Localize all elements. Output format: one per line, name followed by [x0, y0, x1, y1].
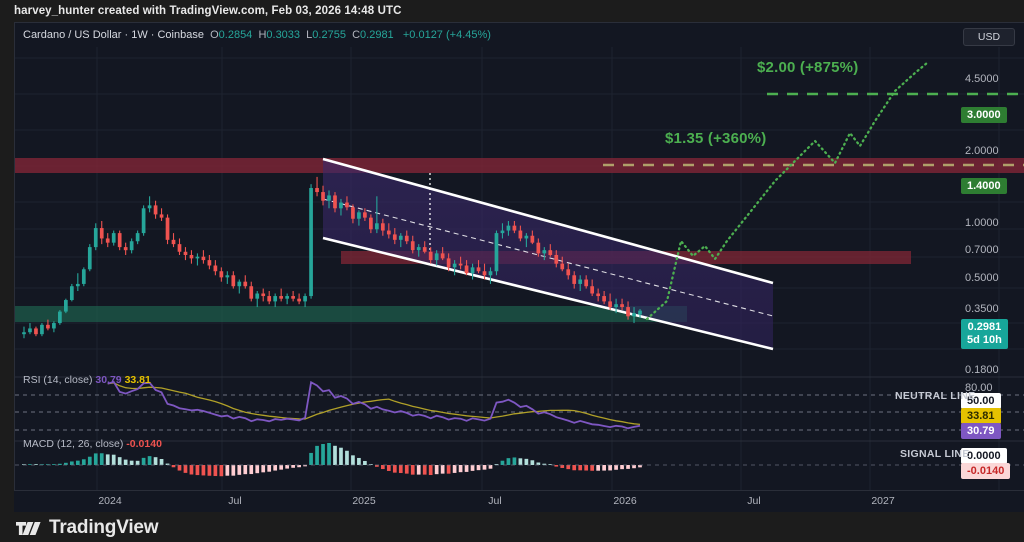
tradingview-mark-icon	[16, 521, 41, 535]
time-axis-label: Jul	[488, 495, 502, 507]
rsi-value: 33.81	[124, 374, 151, 386]
legend-symbol[interactable]: Cardano / US Dollar · 1W · Coinbase	[23, 29, 204, 41]
legend-high-key: H	[258, 29, 267, 41]
legend-open-key: O	[210, 29, 219, 41]
currency-toggle-button[interactable]: USD	[963, 28, 1015, 46]
time-axis-label: Jul	[228, 495, 242, 507]
macd-legend[interactable]: MACD (12, 26, close) -0.0140	[23, 438, 162, 450]
rsi-title: RSI (14, close)	[23, 374, 93, 386]
rsi-ma-value: 30.79	[95, 374, 122, 386]
time-axis-label: 2027	[871, 495, 895, 507]
signal-line-label: SIGNAL LINE	[900, 448, 970, 460]
zone-support	[15, 306, 687, 322]
zone-resistance-upper	[15, 158, 1024, 173]
candlestick-series	[22, 176, 642, 339]
time-axis-label: 2024	[98, 495, 122, 507]
time-axis-label: 2025	[352, 495, 376, 507]
rsi-legend[interactable]: RSI (14, close) 30.79 33.81	[23, 374, 151, 386]
chart-legend: Cardano / US Dollar · 1W · Coinbase O0.2…	[23, 29, 491, 41]
descending-channel	[322, 157, 774, 351]
macd-value: -0.0140	[126, 438, 162, 450]
footer-bar: TradingView	[0, 512, 1024, 542]
legend-high-value: 0.3033	[266, 29, 301, 41]
chart-canvas[interactable]: Cardano / US Dollar · 1W · Coinbase O0.2…	[14, 22, 1024, 491]
macd-pane	[15, 440, 1024, 477]
legend-close-key: C	[352, 29, 361, 41]
time-axis-label: 2026	[613, 495, 637, 507]
time-axis[interactable]: 2024 Jul 2025 Jul 2026 Jul 2027	[14, 490, 1024, 512]
legend-open-value: 0.2854	[218, 29, 253, 41]
legend-close-value: 0.2981	[360, 29, 394, 41]
neutral-line-label: NEUTRAL LINE	[895, 390, 976, 402]
rsi-pane	[15, 376, 1024, 431]
attribution-bar: harvey_hunter created with TradingView.c…	[0, 0, 1024, 22]
tradingview-logo[interactable]: TradingView	[16, 517, 159, 539]
legend-low-key: L	[306, 29, 313, 41]
tradingview-wordmark: TradingView	[49, 517, 159, 538]
target-label-high: $2.00 (+875%)	[757, 59, 859, 76]
chart-plot	[15, 23, 1024, 491]
price-projection-path	[645, 61, 929, 321]
macd-title: MACD (12, 26, close)	[23, 438, 124, 450]
legend-low-value: 0.2755	[312, 29, 346, 41]
target-label-mid: $1.35 (+360%)	[665, 130, 767, 147]
legend-change: +0.0127 (+4.45%)	[402, 29, 491, 41]
time-axis-label: Jul	[747, 495, 761, 507]
